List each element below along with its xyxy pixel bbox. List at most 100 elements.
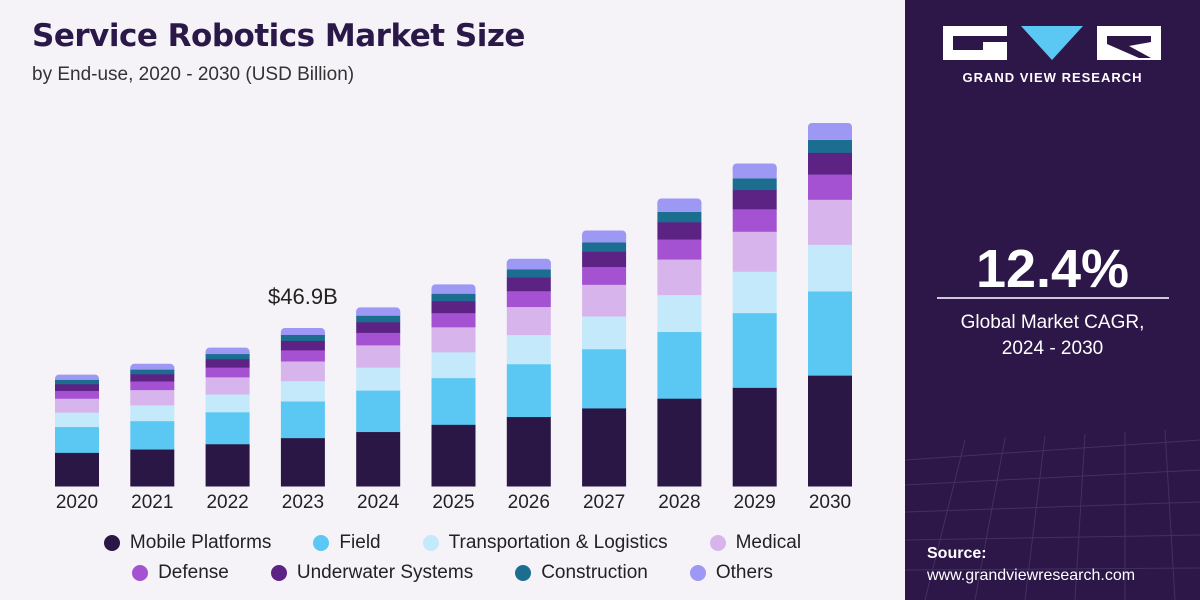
x-tick-label: 2024 xyxy=(357,492,400,513)
bar-segment xyxy=(582,284,627,317)
bar-segment xyxy=(657,221,702,240)
bar-segment xyxy=(506,416,551,487)
bar-segment xyxy=(205,376,250,395)
x-tick-label: 2029 xyxy=(734,492,776,513)
cagr-label-line1: Global Market CAGR, xyxy=(960,312,1145,333)
x-tick-label: 2022 xyxy=(206,492,248,513)
bar-segment xyxy=(280,331,325,335)
bar-segment xyxy=(55,452,99,487)
bar-segment xyxy=(582,251,627,268)
bar-segment xyxy=(808,152,852,175)
grand-view-research-logo xyxy=(943,26,1161,60)
bar-segment xyxy=(280,349,325,362)
bar-segment xyxy=(205,443,250,487)
x-tick-label: 2021 xyxy=(131,492,173,513)
bar-segment xyxy=(506,290,551,308)
cagr-label-line2: 2024 - 2030 xyxy=(1001,338,1104,359)
bar-segment xyxy=(657,202,702,212)
bar-stack-2028 xyxy=(657,198,702,487)
bar-segment xyxy=(130,373,175,382)
legend: Mobile Platforms Field Transportation & Lo… xyxy=(0,532,905,592)
bar-segment xyxy=(431,351,476,379)
bar-segment xyxy=(130,369,175,375)
bar-segment xyxy=(431,424,476,487)
bar-segment xyxy=(280,361,325,382)
source-url[interactable]: www.grandviewresearch.com xyxy=(927,567,1136,584)
bar-segment xyxy=(582,316,627,350)
bar-segment xyxy=(582,407,627,487)
info-panel: GRAND VIEW RESEARCH 12.4% Global Market … xyxy=(905,0,1200,600)
bar-stack-2022 xyxy=(205,347,250,487)
bar-segment xyxy=(55,378,99,380)
x-tick-label: 2028 xyxy=(658,492,700,513)
bar-segment xyxy=(732,231,777,272)
bar-segment xyxy=(356,311,401,316)
bar-segment xyxy=(657,211,702,223)
bar-segment xyxy=(506,269,551,278)
legend-label: Transportation & Logistics xyxy=(448,532,668,553)
bar-segment xyxy=(55,426,99,453)
bar-segment xyxy=(205,367,250,378)
bar-segment xyxy=(732,178,777,191)
bar-segment xyxy=(582,348,627,409)
bar-segment xyxy=(280,401,325,439)
bar-segment xyxy=(506,262,551,270)
legend-item: Underwater Systems xyxy=(270,562,474,584)
bar-segment xyxy=(431,300,476,314)
bar-stack-2030 xyxy=(808,122,852,487)
bar-segment xyxy=(205,394,250,413)
bar-segment xyxy=(808,174,852,200)
bar-segment xyxy=(130,381,175,391)
bar-stack-2025 xyxy=(431,284,476,487)
legend-label: Mobile Platforms xyxy=(129,532,272,553)
source: Source: www.grandviewresearch.com xyxy=(927,543,1135,587)
legend-item: Transportation & Logistics xyxy=(422,532,668,554)
x-tick-label: 2025 xyxy=(432,492,474,513)
bar-segment xyxy=(808,199,852,245)
value-annotation: $46.9B xyxy=(268,284,338,309)
legend-item: Others xyxy=(689,562,773,584)
bar-segment xyxy=(808,291,852,376)
bar-segment xyxy=(657,331,702,399)
legend-item: Defense xyxy=(132,562,229,584)
x-tick-label: 2020 xyxy=(56,492,98,513)
x-tick-label: 2026 xyxy=(508,492,550,513)
bar-segment xyxy=(130,389,175,406)
bar-segment xyxy=(205,351,250,355)
cagr-divider xyxy=(937,297,1169,299)
bar-segment xyxy=(356,321,401,333)
legend-label: Underwater Systems xyxy=(296,562,474,583)
bar-segment xyxy=(657,239,702,260)
bar-segment xyxy=(280,380,325,402)
bar-segment xyxy=(431,326,476,353)
legend-item: Medical xyxy=(709,532,802,554)
bar-segment xyxy=(431,377,476,425)
bar-segment xyxy=(356,390,401,433)
bar-segment xyxy=(431,312,476,328)
stacked-bar-chart: 2020 2021 2022 2023 2024 2025 2026 2027 2028 2029… xyxy=(55,122,852,513)
bar-segment xyxy=(582,234,627,243)
bar-segment xyxy=(280,340,325,351)
bar-segment xyxy=(808,244,852,292)
legend-swatch xyxy=(422,535,439,551)
legend-item: Field xyxy=(313,532,381,554)
chart-title: Service Robotics Market Size xyxy=(32,18,525,54)
legend-row: Defense Underwater Systems Construction Oth… xyxy=(0,562,905,584)
bar-segment xyxy=(657,398,702,487)
bar-segment xyxy=(55,398,99,413)
cagr-value: 12.4% xyxy=(975,239,1130,299)
legend-label: Construction xyxy=(541,562,648,583)
bar-segment xyxy=(130,420,175,450)
legend-label: Medical xyxy=(735,532,802,553)
bar-segment xyxy=(808,139,852,153)
bar-stack-2026 xyxy=(506,258,551,487)
logo-text: GRAND VIEW RESEARCH xyxy=(962,70,1143,85)
chart-panel: Service Robotics Market Size by End-use,… xyxy=(0,0,905,600)
legend-item: Construction xyxy=(515,562,648,584)
bar-segment xyxy=(130,449,175,487)
legend-swatch xyxy=(270,565,287,581)
legend-row: Mobile Platforms Field Transportation & Lo… xyxy=(0,532,905,554)
bar-segment xyxy=(130,404,175,422)
x-tick-label: 2027 xyxy=(583,492,625,513)
bar-segment xyxy=(205,411,250,445)
